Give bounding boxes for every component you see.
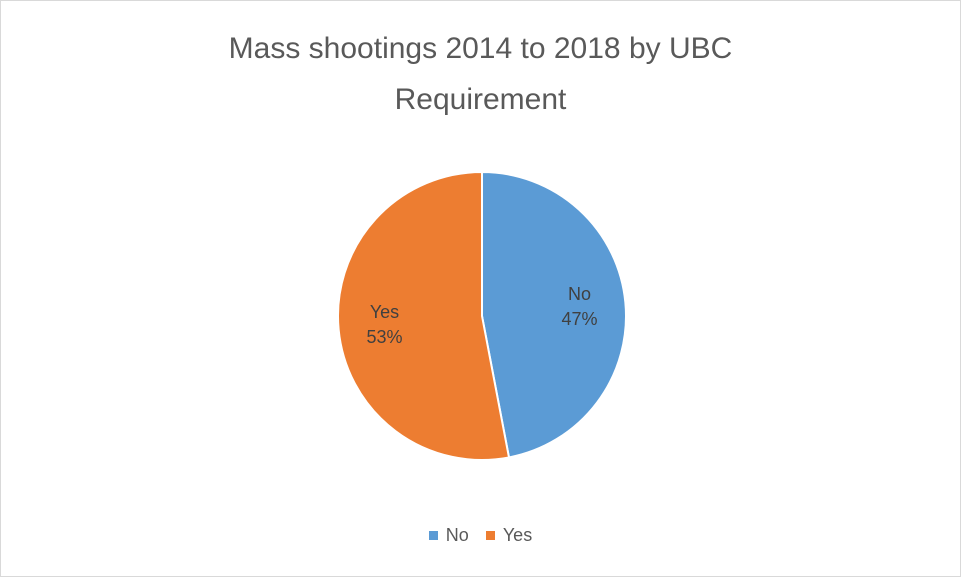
data-label-percent-no: 47% (561, 309, 597, 329)
legend: No Yes (1, 524, 960, 546)
pie-slice-no (481, 170, 627, 459)
chart-title-line-1: Mass shootings 2014 to 2018 by UBC (228, 32, 733, 65)
legend-swatch-no (428, 530, 438, 540)
data-label-category-yes: Yes (370, 302, 399, 322)
chart-title-line-2: Requirement (394, 83, 567, 116)
data-label-percent-yes: 53% (366, 327, 402, 347)
legend-swatch-yes (485, 530, 495, 540)
legend-label-no: No (445, 524, 469, 545)
legend-label-yes: Yes (502, 524, 533, 545)
legend-entry-yes: Yes (485, 524, 533, 546)
pie-slice-yes (337, 170, 511, 461)
data-label-category-no: No (568, 284, 591, 304)
chart-title: Mass shootings 2014 to 2018 by UBC Requi… (1, 23, 960, 125)
legend-entry-no: No (428, 524, 469, 546)
